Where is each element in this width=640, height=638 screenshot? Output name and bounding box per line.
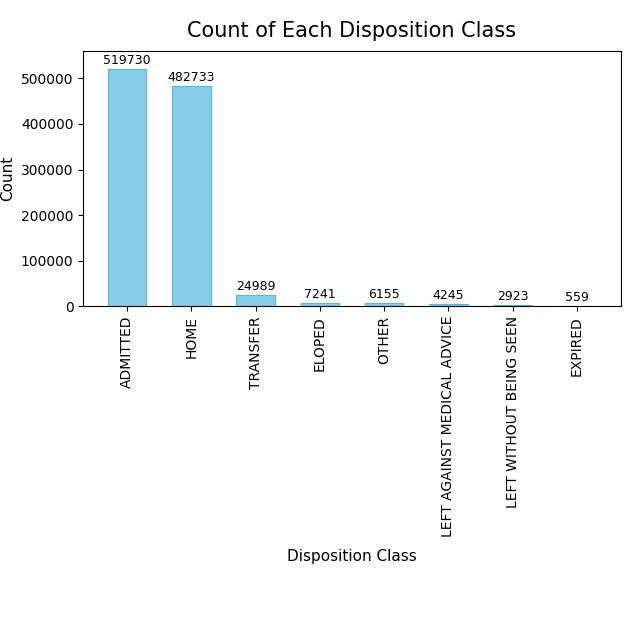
Text: 6155: 6155 [368,288,400,301]
Text: 519730: 519730 [103,54,151,67]
Bar [365,304,403,306]
Bar [493,305,532,306]
Text: 2923: 2923 [497,290,529,302]
Text: 559: 559 [565,291,589,304]
Text: 24989: 24989 [236,279,275,293]
Y-axis label: Count: Count [0,156,15,201]
Title: Count of Each Disposition Class: Count of Each Disposition Class [188,21,516,41]
Bar [301,303,339,306]
Bar [429,304,468,306]
Text: 7241: 7241 [304,288,335,300]
Text: 482733: 482733 [168,71,215,84]
Bar [108,70,146,306]
Text: 4245: 4245 [433,289,464,302]
X-axis label: Disposition Class: Disposition Class [287,549,417,563]
Bar [236,295,275,306]
Bar [172,86,211,306]
